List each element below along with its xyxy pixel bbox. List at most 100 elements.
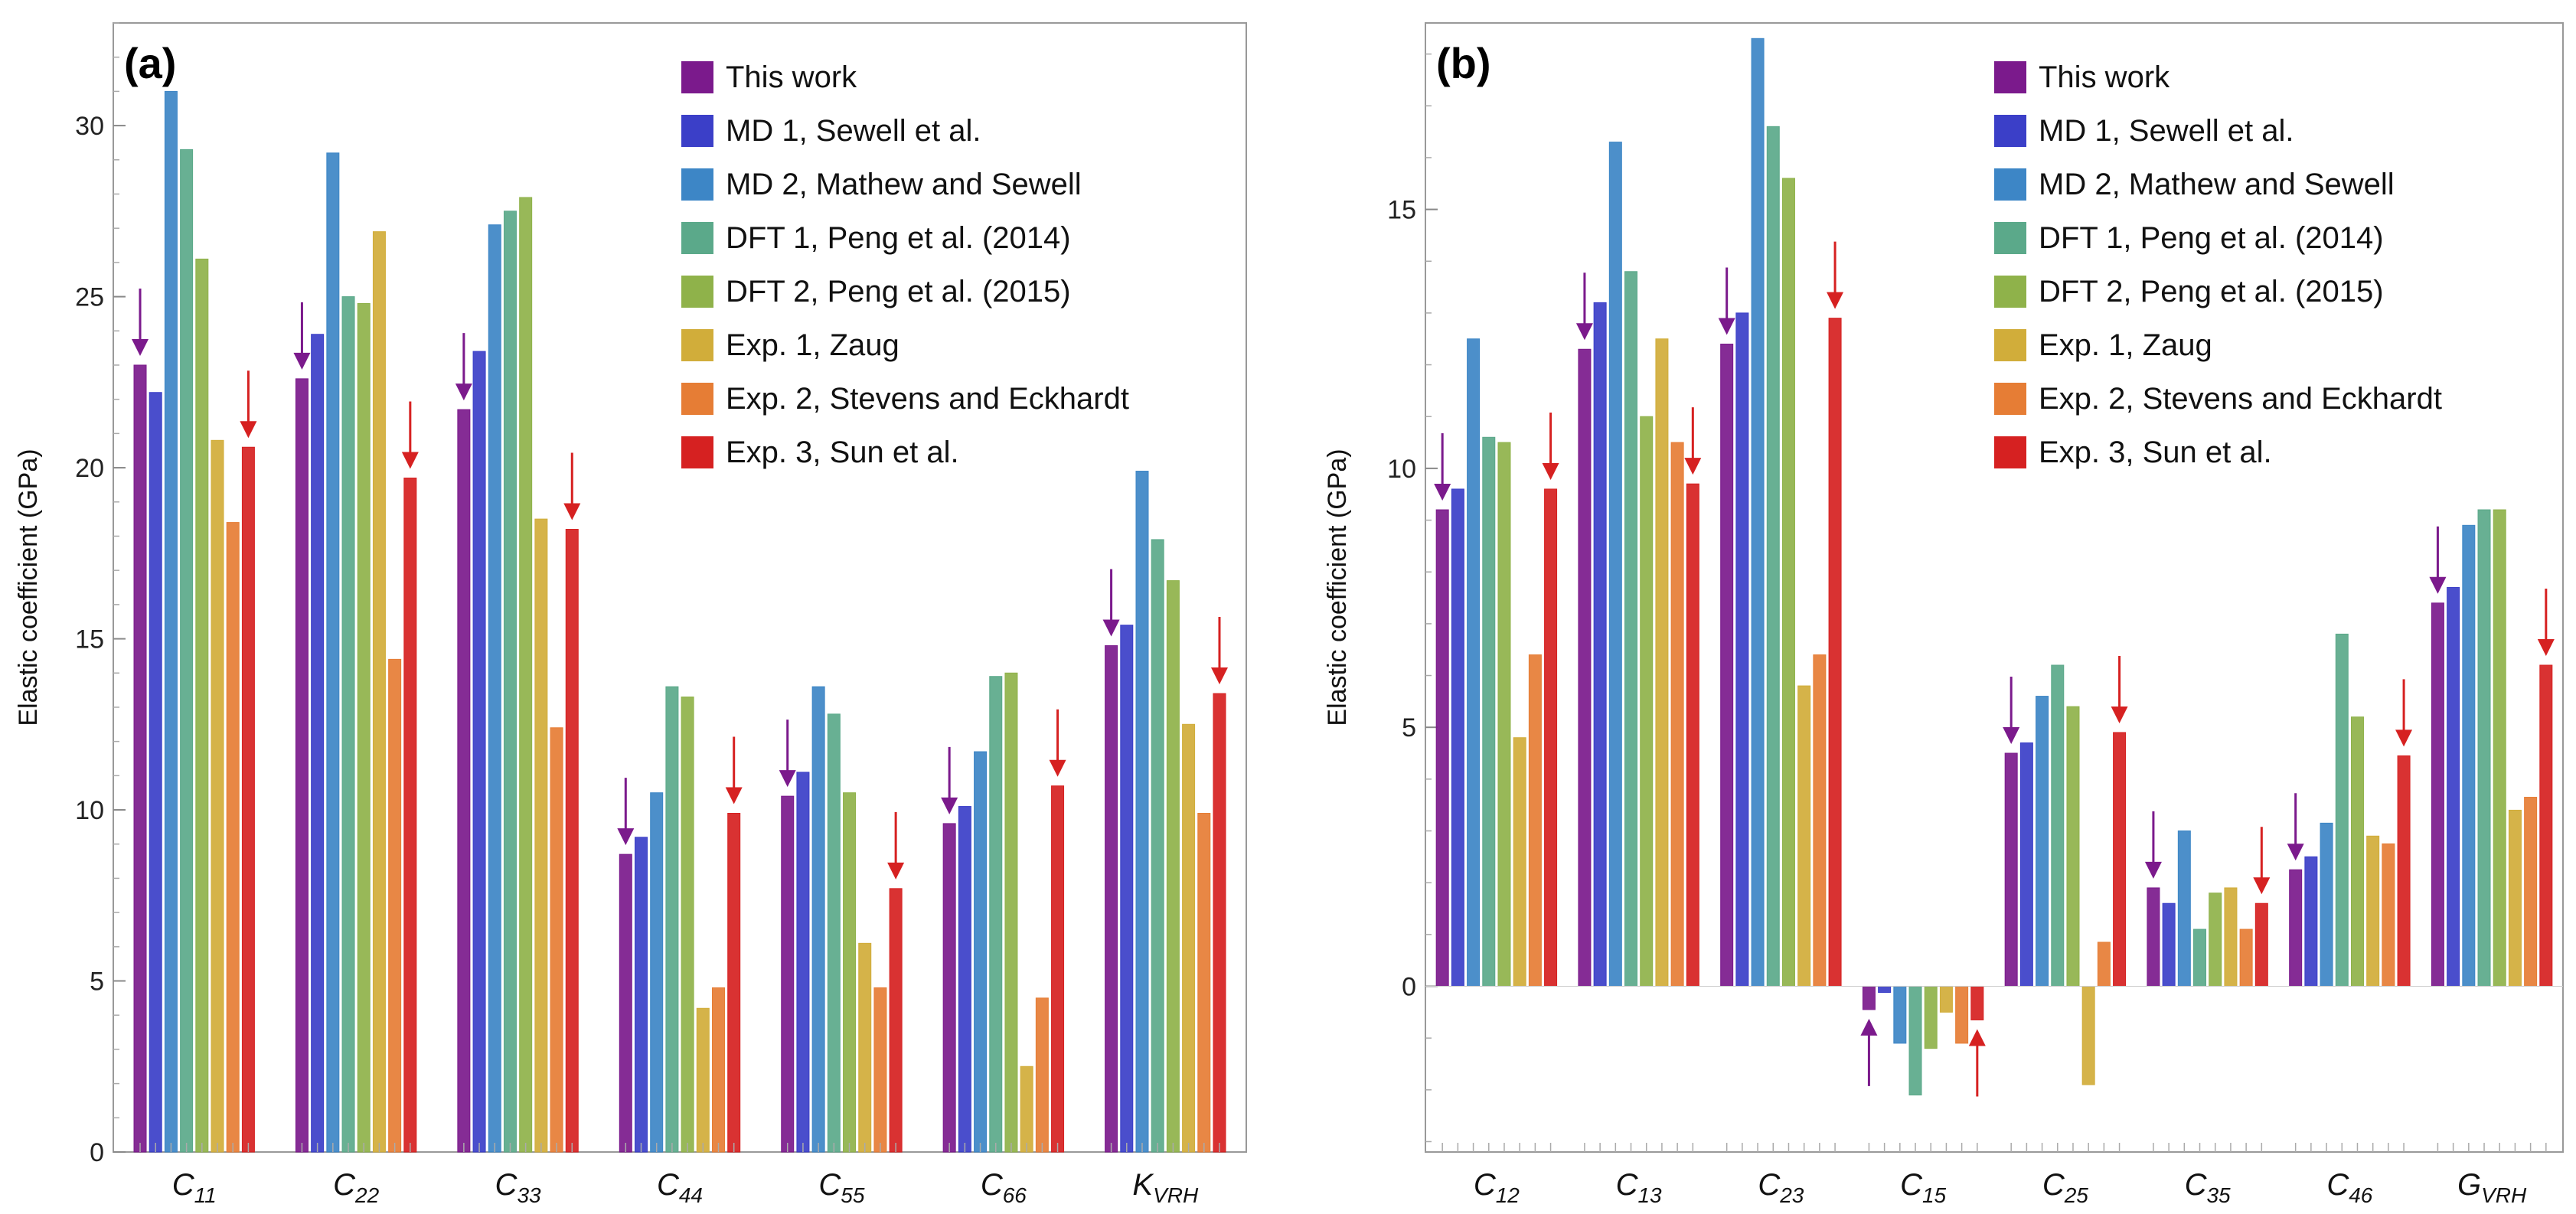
legend-swatch: [681, 329, 713, 361]
y-tick-label: 15: [75, 625, 104, 654]
bar: [1924, 985, 1938, 1049]
bar: [1735, 312, 1749, 987]
category-label: C46: [2326, 1168, 2372, 1207]
bar: [2193, 928, 2207, 987]
bar: [2019, 742, 2033, 987]
legend-label: This work: [2039, 60, 2170, 94]
bar: [1197, 813, 1211, 1153]
y-axis-title: Elastic coefficient (GPa): [14, 449, 43, 726]
indicator-arrow-head: [240, 421, 257, 439]
bar: [2097, 942, 2111, 987]
bar: [827, 713, 841, 1153]
indicator-arrow-head: [132, 338, 149, 356]
category-label: GVRH: [2457, 1168, 2527, 1207]
bar: [1720, 343, 1734, 987]
bar: [1120, 625, 1134, 1153]
category-label: C22: [333, 1168, 379, 1207]
bar: [2081, 985, 2095, 1085]
y-tick-label: 10: [75, 796, 104, 825]
legend-label: DFT 1, Peng et al. (2014): [2039, 221, 2384, 255]
bar: [2431, 602, 2444, 987]
bar: [712, 987, 725, 1153]
bar: [1578, 348, 1592, 987]
bar: [1497, 442, 1511, 987]
legend-swatch: [681, 436, 713, 468]
indicator-arrow-head: [1827, 292, 1844, 309]
bar: [472, 351, 486, 1153]
bar: [1878, 985, 1892, 994]
bar: [2320, 822, 2333, 987]
bar: [1797, 685, 1811, 987]
bar: [2066, 706, 2080, 987]
legend-swatch: [1994, 329, 2026, 361]
bar: [1908, 985, 1922, 1096]
bar: [133, 364, 147, 1153]
bar: [2036, 696, 2049, 987]
bar: [1751, 38, 1765, 987]
y-tick-label: 25: [75, 283, 104, 312]
bar: [295, 378, 309, 1153]
indicator-arrow-head: [1542, 462, 1559, 480]
indicator-arrow-head: [1434, 484, 1451, 501]
legend-label: MD 1, Sewell et al.: [2039, 114, 2294, 148]
indicator-arrow-head: [1684, 458, 1702, 475]
bar: [2508, 809, 2522, 987]
panel-b-chart: 0 5 10 15 Elastic coefficient (GPa) (b) C12 C13…: [1323, 22, 2564, 1207]
indicator-arrow-head: [2287, 844, 2304, 861]
y-tick-label: 10: [1387, 455, 1416, 484]
category-label: C13: [1616, 1168, 1662, 1207]
legend-label: Exp. 3, Sun et al.: [726, 436, 959, 469]
bar: [211, 439, 224, 1153]
bar: [2493, 509, 2506, 987]
bar: [2162, 902, 2176, 987]
bar: [843, 792, 857, 1153]
bar: [1955, 985, 1969, 1044]
legend-label: Exp. 2, Stevens and Eckhardt: [2039, 382, 2442, 416]
bar: [1670, 442, 1684, 987]
y-tick-label: 20: [75, 454, 104, 483]
legend-label: DFT 1, Peng et al. (2014): [726, 221, 1071, 255]
legend-label: MD 1, Sewell et al.: [726, 114, 981, 148]
indicator-arrow-head: [293, 352, 311, 370]
bar: [2051, 664, 2065, 987]
plot-frame: [113, 22, 1247, 1153]
legend-swatch: [681, 383, 713, 415]
y-axis-title: Elastic coefficient (GPa): [1323, 449, 1352, 726]
bar: [326, 152, 340, 1153]
bar: [1135, 471, 1149, 1153]
indicator-arrow-head: [2537, 638, 2555, 656]
panel-a-chart: 0 5 10 15 20 25 30 Elastic coefficient (GPa) (a)…: [14, 22, 1247, 1207]
category-label: C15: [1900, 1168, 1946, 1207]
bar: [519, 197, 533, 1153]
bar: [2224, 887, 2238, 987]
bar: [1939, 985, 1953, 1013]
bar: [681, 697, 694, 1153]
y-tick-label: 30: [75, 112, 104, 141]
legend-swatch: [1994, 168, 2026, 201]
bar: [2177, 831, 2191, 987]
bar: [195, 258, 209, 1153]
bar: [2366, 835, 2380, 987]
bar: [2462, 524, 2476, 987]
category-label: C66: [981, 1168, 1027, 1207]
legend-swatch: [1994, 61, 2026, 93]
legend-swatch: [681, 222, 713, 254]
category-label: C25: [2042, 1168, 2088, 1207]
bar: [403, 477, 417, 1153]
bar: [1513, 737, 1526, 987]
bar: [1893, 985, 1907, 1044]
legend-label: MD 2, Mathew and Sewell: [2039, 168, 2395, 201]
legend-label: MD 2, Mathew and Sewell: [726, 168, 1082, 201]
category-label: C11: [172, 1168, 217, 1207]
indicator-arrow-head: [401, 452, 419, 469]
bar: [796, 772, 810, 1153]
legend-swatch: [681, 61, 713, 93]
indicator-arrow-head: [2395, 729, 2413, 747]
indicator-arrow-head: [725, 787, 743, 804]
bar: [1528, 654, 1542, 987]
bar: [1151, 539, 1164, 1153]
panel-label: (b): [1436, 39, 1491, 87]
indicator-arrow-head: [887, 862, 905, 879]
legend-swatch: [1994, 383, 2026, 415]
